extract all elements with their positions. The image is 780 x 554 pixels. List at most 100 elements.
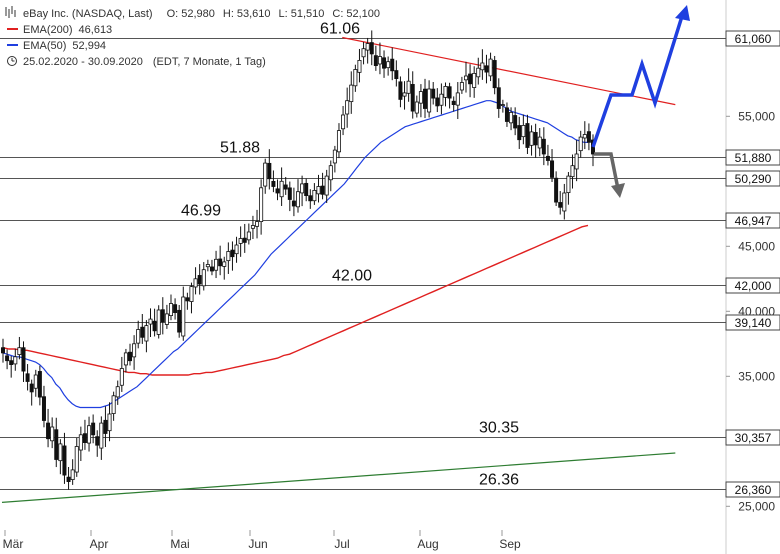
candle-body <box>218 258 223 267</box>
candle-body <box>566 175 571 194</box>
candle-body <box>291 200 296 207</box>
candle-body <box>369 42 374 55</box>
candle-body <box>222 261 227 267</box>
x-tick-label: Apr <box>90 537 109 551</box>
legend-line-1: eBay Inc. (NASDAQ, Last) O: 52,980 H: 53,610… <box>23 8 380 20</box>
x-tick-label: Aug <box>417 537 438 551</box>
candle-body <box>386 61 391 69</box>
candle-body <box>312 189 317 202</box>
candle-body <box>267 162 272 180</box>
candle-body <box>554 177 559 203</box>
chart-title: eBay Inc. (NASDAQ, Last) <box>23 8 153 20</box>
candle-body <box>390 58 395 72</box>
candle-body <box>418 91 423 104</box>
candle-body <box>332 149 337 164</box>
candle-body <box>562 192 567 212</box>
legend-ema50: EMA(50) 52,994 <box>23 40 106 52</box>
candle-body <box>558 202 563 208</box>
x-tick-label: Jul <box>334 537 349 551</box>
candle-body <box>58 443 63 462</box>
candle-body <box>357 60 362 73</box>
candle-body <box>365 43 370 51</box>
candle-body <box>119 368 124 386</box>
close-value: 52,100 <box>346 8 380 20</box>
level-price-box-label: 46,947 <box>735 214 772 228</box>
candle-body <box>521 125 526 138</box>
candle-body <box>164 313 169 325</box>
level-price-box-label: 42,000 <box>735 279 772 293</box>
level-label: 61.06 <box>320 21 360 38</box>
candle-body <box>136 329 141 344</box>
high-value: 53,610 <box>237 8 271 20</box>
candle-body <box>578 136 583 152</box>
level-labels: 61,060 61.06 51,880 51.88 50,290 46,947 46.99 4… <box>181 21 780 498</box>
candle-body <box>107 413 112 432</box>
candle-body <box>226 251 231 262</box>
candle-body <box>238 238 243 244</box>
level-price-box <box>725 212 780 229</box>
candle-body <box>259 187 264 222</box>
candle-body <box>128 351 133 362</box>
bearish-arrowhead <box>611 183 625 198</box>
candle-body <box>140 326 145 338</box>
candle-body <box>87 425 92 444</box>
candle-body <box>541 138 546 155</box>
candle-body <box>173 304 178 313</box>
candle-body <box>205 264 210 268</box>
candle-body <box>373 55 378 67</box>
candle-body <box>504 107 509 122</box>
candles <box>0 30 596 490</box>
bearish-scenario-path <box>594 152 620 190</box>
candle-body <box>17 347 22 356</box>
candle-body <box>525 123 530 148</box>
candle-body <box>21 347 26 372</box>
candle-body <box>177 309 182 333</box>
candle-body <box>0 347 6 354</box>
candle-body <box>496 87 501 109</box>
candle-body <box>574 153 579 170</box>
level-price-box-label: 61,060 <box>735 32 772 46</box>
candle-body <box>271 180 276 187</box>
candle-body <box>193 278 198 288</box>
candle-body <box>144 325 149 342</box>
candle-body <box>316 186 321 195</box>
chart-type-icon <box>5 6 16 18</box>
candle-body <box>160 309 165 323</box>
candle-body <box>103 419 108 434</box>
candle-body <box>242 237 247 243</box>
level-label: 42.00 <box>332 268 372 285</box>
level-price-box <box>725 149 780 166</box>
candle-body <box>492 60 497 89</box>
x-axis: Mär Apr Mai Jun Jul Aug Sep <box>3 530 521 551</box>
candle-body <box>377 56 382 65</box>
candle-body <box>37 371 42 398</box>
y-tick-label: 35,000 <box>738 369 775 383</box>
level-price-box <box>725 170 780 187</box>
candle-body <box>431 88 436 99</box>
candle-body <box>185 297 190 302</box>
candle-body <box>361 48 366 58</box>
level-price-box-label: 39,140 <box>735 316 772 330</box>
y-tick-label: 25,000 <box>738 499 775 513</box>
candle-body <box>41 396 46 421</box>
legend-ema200: EMA(200) 46,613 <box>23 24 112 36</box>
candle-body <box>570 165 575 178</box>
candle-body <box>529 131 534 146</box>
candle-body <box>148 318 153 325</box>
x-tick-label: Mai <box>170 537 189 551</box>
candle-body <box>95 436 100 446</box>
y-tick-label: 55,000 <box>738 109 775 123</box>
level-price-box <box>725 481 780 498</box>
candle-body <box>537 136 542 149</box>
candle-body <box>304 182 309 196</box>
candle-body <box>74 446 79 473</box>
candle-body <box>152 320 157 332</box>
chart-legend: eBay Inc. (NASDAQ, Last) O: 52,980 H: 53,610… <box>5 6 380 68</box>
level-price-box-label: 51,880 <box>735 151 772 165</box>
candle-body <box>91 422 96 436</box>
candle-body <box>181 296 186 337</box>
x-tick-label: Sep <box>499 537 521 551</box>
candle-body <box>406 80 411 94</box>
